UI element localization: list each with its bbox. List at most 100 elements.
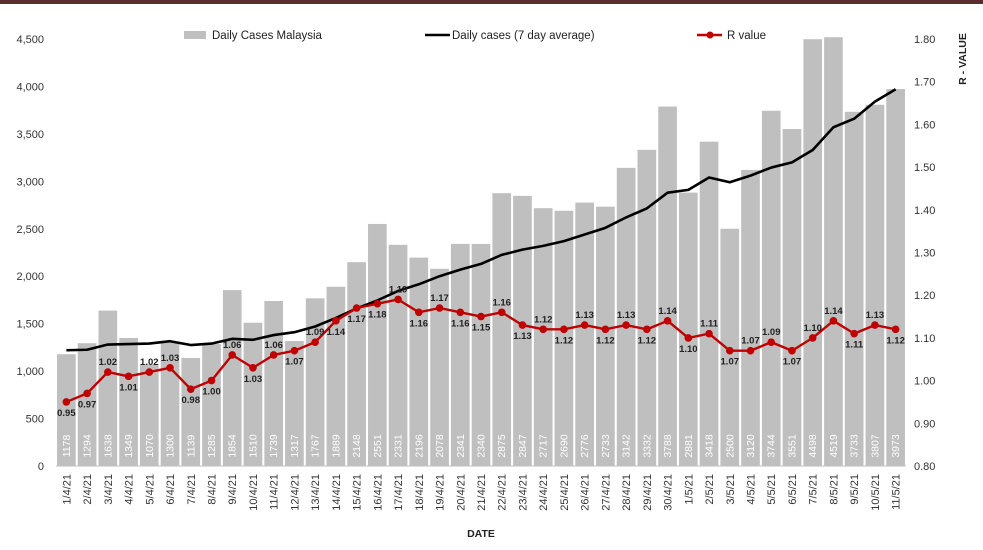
bar-value-label: 2717 [538, 434, 550, 458]
bar [824, 37, 843, 466]
r-value-label: 1.17 [347, 314, 366, 325]
x-tick-label: 22/4/21 [497, 474, 509, 511]
bar [865, 104, 885, 466]
r-value-label: 1.12 [534, 314, 553, 325]
r-point [539, 325, 547, 334]
y-tick-label: 4,000 [16, 81, 44, 93]
r-point [228, 351, 237, 359]
x-tick-label: 17/4/21 [393, 474, 405, 511]
bar-value-label: 1349 [123, 434, 135, 458]
bar-value-label: 1638 [102, 434, 114, 458]
bar [57, 354, 76, 466]
r-value-label: 1.02 [140, 357, 159, 368]
r-value-label: 1.07 [741, 336, 760, 347]
bar-value-label: 4498 [807, 434, 819, 458]
x-tick-label: 10/4/21 [248, 474, 260, 511]
y2-tick-label: 1.80 [914, 34, 935, 46]
x-tick-label: 1/4/21 [61, 474, 73, 505]
bar-value-label: 2341 [455, 434, 467, 458]
y2-tick-label: 0.90 [914, 418, 935, 430]
r-value-label: 0.97 [78, 399, 97, 410]
legend-swatch-bar [184, 31, 206, 39]
x-tick-label: 3/4/21 [103, 474, 115, 505]
r-value-label: 1.18 [368, 310, 387, 321]
y-tick-label: 2,500 [16, 224, 44, 236]
x-tick-label: 11/5/21 [891, 474, 903, 510]
y-tick-label: 1,500 [16, 319, 44, 331]
bar [699, 141, 719, 467]
r-value-label: 0.98 [182, 395, 201, 406]
r-value-label: 1.09 [306, 327, 325, 338]
r-value-label: 1.12 [596, 335, 615, 346]
x-tick-label: 14/4/21 [331, 474, 343, 511]
x-tick-label: 4/5/21 [746, 474, 758, 505]
legend-swatch-r-marker [706, 31, 714, 39]
y2-axis-ticks: 0.80 0.90 1.00 1.10 1.20 1.30 1.40 1.50 1.60 1.70… [914, 34, 935, 473]
bar [326, 286, 346, 466]
x-tick-label: 7/5/21 [808, 474, 820, 505]
average-series-line [66, 88, 897, 352]
x-tick-label: 11/4/21 [269, 474, 281, 510]
r-value-label: 1.11 [845, 340, 864, 351]
bar [98, 310, 118, 466]
bar-value-label: 3332 [641, 434, 653, 458]
x-tick-label: 9/4/21 [227, 474, 239, 505]
bar [741, 169, 760, 466]
x-axis-ticks: 1/4/21 2/4/21 3/4/21 4/4/21 5/4/21 6/4/21 7/4/… [61, 474, 902, 511]
x-axis-title: DATE [467, 528, 495, 540]
bar [575, 202, 594, 466]
bar-value-label: 2875 [496, 434, 508, 458]
r-value-label: 1.10 [679, 344, 698, 355]
y-tick-label: 1,000 [16, 366, 44, 378]
r-point [767, 338, 776, 346]
r-value-label: 1.13 [617, 310, 636, 321]
r-value-label: 1.14 [327, 327, 346, 338]
bar-value-label: 3788 [662, 434, 674, 458]
x-tick-label: 27/4/21 [600, 474, 612, 511]
r-point [311, 338, 319, 346]
bar [368, 223, 387, 466]
bar [222, 290, 242, 466]
legend-label-average: Daily cases (7 day average) [452, 30, 595, 42]
y-axis-ticks: 0 500 1,000 1,500 2,000 2,500 3,000 3,500 4,000 4… [16, 34, 44, 473]
x-tick-label: 24/4/21 [538, 474, 550, 511]
r-value-label: 1.13 [513, 331, 532, 342]
bar-value-label: 1294 [82, 434, 94, 458]
r-point [746, 346, 755, 355]
y2-tick-label: 1.20 [914, 290, 935, 302]
r-value-label: 1.14 [658, 306, 677, 317]
x-tick-label: 30/4/21 [663, 474, 675, 511]
bar-value-label: 1178 [61, 435, 73, 458]
bar [139, 364, 159, 466]
r-point [145, 368, 154, 376]
y-tick-label: 2,000 [16, 271, 44, 283]
x-tick-label: 26/4/21 [580, 474, 592, 511]
x-tick-label: 6/4/21 [165, 474, 177, 505]
r-point [186, 385, 195, 393]
y-tick-label: 500 [26, 414, 44, 426]
bar-value-label: 1285 [206, 434, 218, 458]
x-tick-label: 8/5/21 [828, 474, 840, 505]
x-tick-label: 7/4/21 [186, 474, 198, 505]
r-point [83, 389, 91, 398]
r-value-label: 1.07 [783, 357, 802, 368]
y2-tick-label: 1.10 [914, 333, 935, 345]
bar-value-label: 1854 [227, 434, 239, 458]
r-point [435, 304, 444, 312]
r-point [601, 325, 610, 334]
bar-value-label: 2340 [476, 434, 488, 458]
bar [264, 300, 284, 466]
bar-value-label: 3551 [786, 434, 798, 458]
y-tick-label: 0 [38, 461, 44, 473]
bar [637, 149, 657, 466]
legend-label-r: R value [727, 30, 766, 42]
y-tick-label: 3,000 [16, 176, 44, 188]
r-value-label: 1.19 [389, 284, 408, 295]
r-point [871, 321, 879, 329]
r-value-label: 1.14 [824, 306, 843, 317]
r-value-label: 1.02 [99, 357, 118, 368]
r-labels-layer: 0.950.971.021.011.02 1.030.981.001.061.03… [57, 284, 905, 418]
x-tick-label: 18/4/21 [414, 474, 426, 511]
bar [844, 111, 864, 466]
bar-value-label: 3418 [704, 434, 716, 458]
